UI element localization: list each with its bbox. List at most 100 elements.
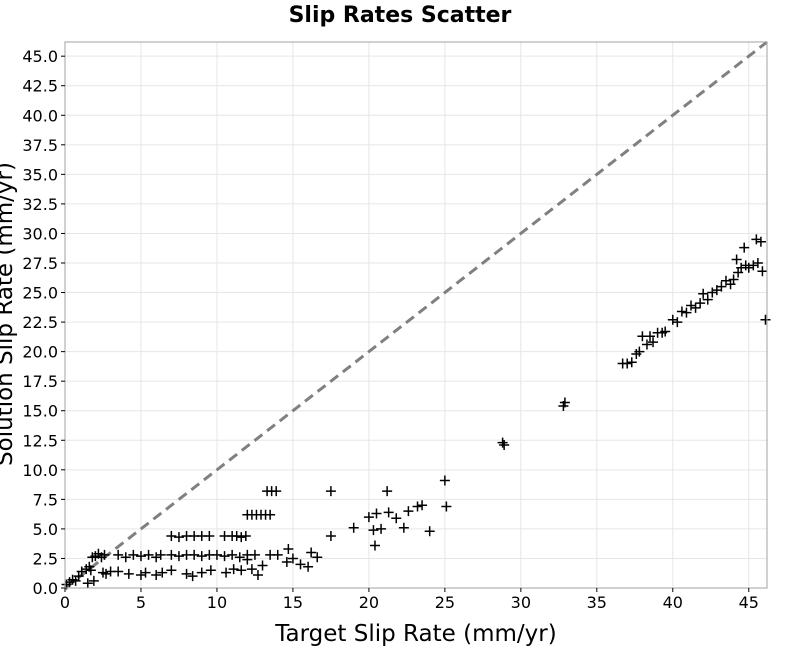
- data-point: [312, 552, 323, 563]
- data-point: [707, 287, 718, 298]
- y-tick-label: 0.0: [33, 579, 58, 598]
- data-point: [499, 440, 510, 450]
- y-tick-label: 10.0: [22, 461, 58, 480]
- data-point: [155, 549, 166, 560]
- data-point: [151, 552, 162, 563]
- x-tick-label: 0: [60, 593, 70, 612]
- data-point: [187, 571, 198, 582]
- data-point: [166, 531, 177, 541]
- data-point: [559, 397, 570, 408]
- data-point: [135, 570, 146, 580]
- y-tick-label: 45.0: [22, 47, 58, 66]
- data-point: [189, 549, 200, 560]
- y-tick-label: 35.0: [22, 165, 58, 184]
- chart-title: Slip Rates Scatter: [289, 3, 512, 28]
- data-point: [257, 560, 268, 571]
- data-point: [695, 298, 706, 309]
- data-point: [731, 254, 742, 265]
- data-point: [686, 300, 697, 311]
- data-point: [641, 339, 652, 350]
- data-point: [211, 549, 222, 560]
- data-point: [283, 544, 294, 554]
- data-point: [113, 566, 124, 577]
- data-point: [660, 326, 671, 337]
- data-point: [221, 567, 232, 578]
- data-point: [120, 552, 131, 563]
- data-point: [99, 549, 110, 560]
- data-point: [287, 553, 298, 564]
- data-point: [497, 437, 508, 448]
- data-point: [626, 357, 637, 368]
- data-point: [622, 358, 633, 369]
- x-tick-label: 35: [587, 593, 607, 612]
- data-point: [716, 281, 727, 292]
- data-point: [82, 578, 93, 589]
- data-point: [166, 565, 177, 576]
- y-tick-label: 25.0: [22, 284, 58, 303]
- data-point: [369, 540, 380, 551]
- plot-frame: [64, 41, 768, 589]
- data-point: [196, 551, 207, 562]
- data-point: [128, 549, 139, 560]
- data-point: [371, 508, 382, 519]
- data-point: [151, 570, 162, 580]
- data-point: [181, 568, 192, 579]
- data-point: [219, 551, 230, 562]
- x-axis-ticks: 0 5 10 15 20 25 30 35 40 45: [60, 588, 759, 612]
- data-point: [368, 525, 379, 536]
- data-point: [135, 551, 146, 562]
- data-point: [739, 242, 750, 253]
- data-point: [205, 565, 216, 576]
- data-point: [441, 501, 452, 512]
- data-point: [757, 266, 768, 277]
- x-tick-label: 45: [739, 593, 759, 612]
- data-point: [85, 565, 96, 576]
- x-tick-label: 20: [359, 593, 379, 612]
- data-point: [752, 258, 763, 268]
- data-point: [728, 274, 739, 285]
- data-point: [383, 507, 394, 518]
- data-points: [61, 234, 771, 590]
- data-point: [676, 306, 687, 317]
- y-tick-label: 5.0: [33, 520, 58, 539]
- data-point: [376, 523, 387, 534]
- y-tick-label: 12.5: [22, 431, 58, 450]
- data-point: [281, 557, 292, 567]
- data-point: [325, 531, 336, 541]
- data-point: [391, 513, 402, 524]
- y-tick-label: 42.5: [22, 77, 58, 96]
- data-point: [348, 522, 359, 533]
- data-point: [403, 506, 414, 517]
- data-point: [272, 549, 283, 560]
- x-tick-label: 15: [283, 593, 303, 612]
- data-point: [751, 234, 762, 245]
- data-point: [236, 532, 247, 543]
- data-point: [667, 314, 678, 325]
- data-point: [648, 337, 659, 348]
- data-point: [681, 307, 692, 318]
- data-point: [204, 531, 215, 541]
- data-point: [140, 567, 151, 578]
- data-point: [234, 552, 245, 563]
- data-point: [236, 565, 247, 576]
- data-point: [690, 302, 701, 313]
- data-point: [382, 486, 393, 497]
- y-tick-label: 20.0: [22, 343, 58, 362]
- y-tick-label: 15.0: [22, 402, 58, 421]
- data-point: [698, 288, 709, 299]
- y-tick-label: 2.5: [33, 549, 58, 568]
- y-tick-label: 40.0: [22, 106, 58, 125]
- y-axis-label: Solution Slip Rate (mm/yr): [0, 162, 18, 466]
- x-tick-label: 40: [663, 593, 683, 612]
- x-tick-label: 5: [136, 593, 146, 612]
- data-point: [231, 531, 242, 541]
- data-point: [242, 554, 253, 565]
- identity-reference-line: [64, 40, 768, 590]
- data-point: [760, 314, 771, 325]
- data-point: [88, 575, 99, 586]
- data-point: [173, 551, 184, 562]
- x-tick-label: 25: [435, 593, 455, 612]
- data-point: [325, 486, 336, 497]
- data-point: [157, 567, 168, 578]
